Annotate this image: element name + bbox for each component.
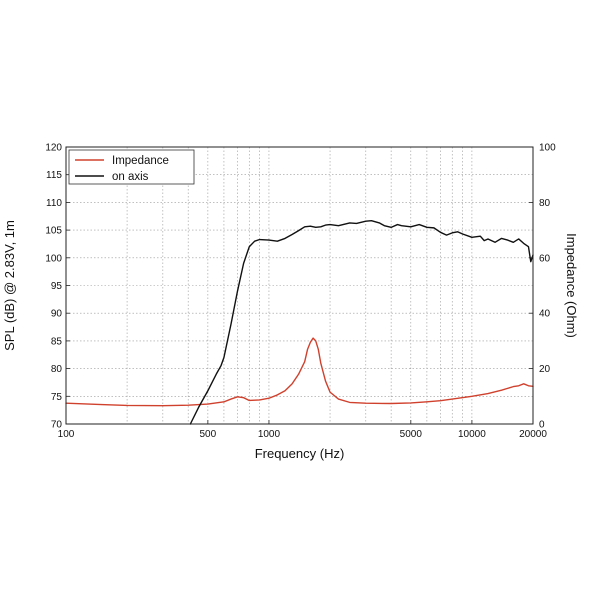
x-tick-label: 5000 — [400, 429, 423, 440]
right-tick-label: 60 — [539, 253, 551, 264]
right-tick-label: 80 — [539, 198, 551, 209]
right-tick-label: 100 — [539, 143, 556, 154]
left-tick-label: 80 — [51, 364, 63, 375]
x-tick-label: 20000 — [519, 429, 547, 440]
legend-label-on-axis: on axis — [112, 171, 149, 183]
left-tick-label: 120 — [45, 143, 62, 154]
left-tick-label: 105 — [45, 226, 62, 237]
legend: Impedance on axis — [68, 149, 195, 185]
legend-label-impedance: Impedance — [112, 155, 169, 167]
left-tick-label: 85 — [51, 336, 63, 347]
x-tick-label: 10000 — [458, 429, 486, 440]
right-axis-ticks: 0 20 40 60 80 100 — [529, 143, 556, 431]
left-tick-label: 100 — [45, 253, 62, 264]
x-axis-ticks: 100 500 1000 5000 10000 20000 — [58, 420, 547, 440]
right-tick-label: 0 — [539, 420, 545, 431]
data-curves — [65, 219, 534, 425]
right-tick-label: 40 — [539, 309, 551, 320]
left-tick-label: 110 — [46, 198, 62, 209]
left-axis-ticks: 70 75 80 85 90 95 100 105 110 115 120 — [45, 143, 70, 431]
right-axis-title: Impedance (Ohm) — [564, 233, 579, 338]
grid-lines — [66, 147, 533, 424]
left-tick-label: 70 — [51, 420, 63, 431]
x-tick-label: 100 — [58, 429, 75, 440]
series-line-impedance — [65, 337, 534, 407]
left-axis-title: SPL (dB) @ 2.83V, 1m — [2, 220, 17, 351]
x-tick-label: 1000 — [258, 429, 281, 440]
x-axis-title: Frequency (Hz) — [255, 446, 345, 461]
x-tick-label: 500 — [200, 429, 217, 440]
left-tick-label: 115 — [46, 170, 62, 181]
left-tick-label: 90 — [51, 309, 63, 320]
left-tick-label: 95 — [51, 281, 63, 292]
legend-box — [68, 149, 195, 185]
right-tick-label: 20 — [539, 364, 551, 375]
left-tick-label: 75 — [51, 392, 63, 403]
series-line-on-axis — [189, 219, 534, 425]
